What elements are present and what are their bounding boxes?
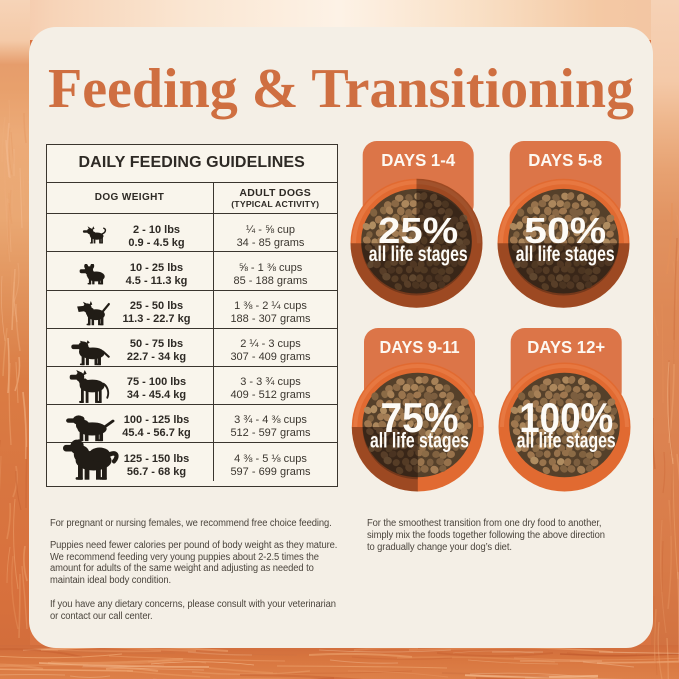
svg-text:all life stages: all life stages xyxy=(370,430,469,453)
svg-text:75%: 75% xyxy=(381,394,459,441)
svg-text:50%: 50% xyxy=(524,210,606,251)
svg-text:100%: 100% xyxy=(519,394,613,441)
svg-text:DAYS 9-11: DAYS 9-11 xyxy=(380,337,460,357)
svg-text:DAYS 12+: DAYS 12+ xyxy=(527,337,605,357)
svg-text:DAYS 1-4: DAYS 1-4 xyxy=(381,150,455,170)
svg-text:all life stages: all life stages xyxy=(517,430,616,453)
svg-text:DAYS 5-8: DAYS 5-8 xyxy=(528,150,602,170)
svg-text:all life stages: all life stages xyxy=(516,243,615,266)
svg-text:all life stages: all life stages xyxy=(369,243,468,266)
svg-text:25%: 25% xyxy=(378,210,458,251)
